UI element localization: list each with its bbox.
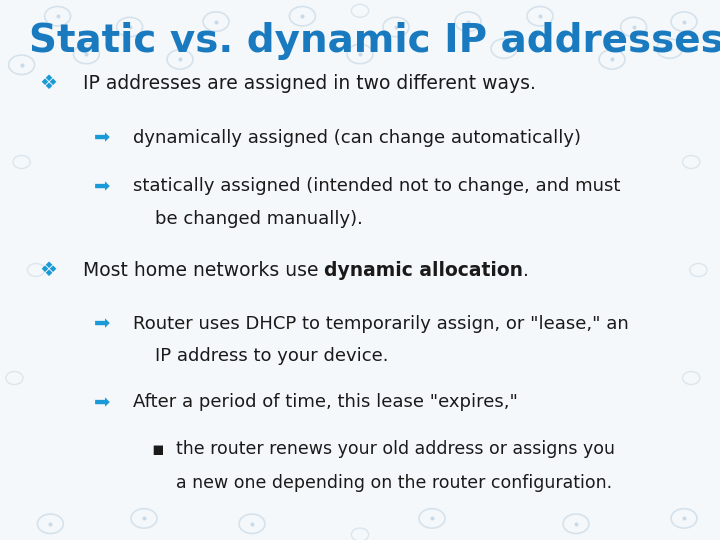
Text: IP addresses are assigned in two different ways.: IP addresses are assigned in two differe…	[83, 74, 536, 93]
Text: Static vs. dynamic IP addresses: Static vs. dynamic IP addresses	[29, 22, 720, 59]
Text: dynamic allocation: dynamic allocation	[324, 260, 523, 280]
Text: Most home networks use: Most home networks use	[83, 260, 324, 280]
Text: Router uses DHCP to temporarily assign, or "lease," an: Router uses DHCP to temporarily assign, …	[133, 315, 629, 333]
Text: ❖: ❖	[40, 260, 58, 280]
Text: ➡: ➡	[94, 177, 110, 196]
Text: a new one depending on the router configuration.: a new one depending on the router config…	[176, 474, 613, 492]
Text: After a period of time, this lease "expires,": After a period of time, this lease "expi…	[133, 393, 518, 411]
Text: ➡: ➡	[94, 314, 110, 334]
Text: ➡: ➡	[94, 128, 110, 147]
Text: ➡: ➡	[94, 393, 110, 412]
Text: ❖: ❖	[40, 74, 58, 93]
Text: be changed manually).: be changed manually).	[155, 210, 363, 228]
Text: dynamically assigned (can change automatically): dynamically assigned (can change automat…	[133, 129, 581, 147]
Text: the router renews your old address or assigns you: the router renews your old address or as…	[176, 440, 616, 458]
Text: .: .	[523, 260, 529, 280]
Text: statically assigned (intended not to change, and must: statically assigned (intended not to cha…	[133, 177, 621, 195]
Text: IP address to your device.: IP address to your device.	[155, 347, 388, 366]
Text: ▪: ▪	[151, 440, 164, 459]
